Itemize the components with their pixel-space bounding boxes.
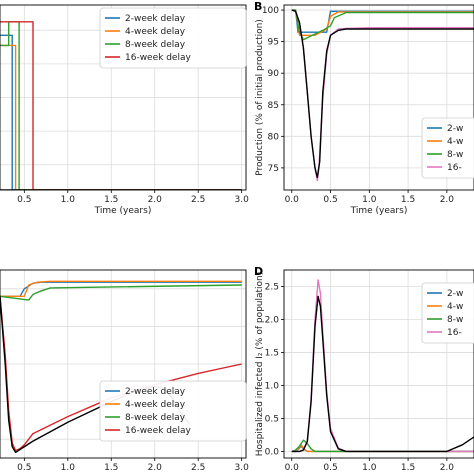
x-tick-label-c-5: 3.0 [234, 463, 249, 473]
legend-label-d-3: 16- [447, 328, 462, 338]
legend-label-c-1: 4-week delay [125, 400, 186, 410]
legend-label-c-0: 2-week delay [125, 387, 186, 397]
legend-c: 2-week delay 4-week delay 8-week delay 16-w… [99, 380, 247, 442]
panel-letter-b: B [254, 0, 262, 13]
panel-letter-d: D [254, 265, 263, 278]
series-group-d [291, 279, 474, 453]
x-tick-label-a-0: 0.5 [17, 195, 31, 205]
legend-label-b-2: 8-w [447, 150, 463, 160]
x-tick-label-b-4: 2.0 [440, 195, 455, 205]
legend-label-a-0: 2-week delay [125, 14, 186, 24]
legend-label-a-3: 16-week delay [125, 53, 191, 63]
axes-frame-d [283, 269, 474, 459]
x-tick-label-d-0: 0.0 [285, 463, 300, 473]
x-tick-label-b-2: 1.0 [362, 195, 377, 205]
x-tick-label-c-3: 2.0 [148, 463, 163, 473]
y-tick-label-b-5: 100 [262, 6, 279, 16]
y-tick-label-d-3: 1.5 [265, 348, 279, 358]
x-tick-label-d-1: 0.5 [323, 463, 337, 473]
x-tick-label-b-3: 1.5 [401, 195, 415, 205]
x-tick-label-c-4: 2.5 [191, 463, 205, 473]
x-tick-label-a-4: 2.5 [191, 195, 205, 205]
series-group-b [291, 9, 474, 182]
series-line-d-2 [291, 439, 474, 453]
y-axis-label-d: Hospitalized infected I₂ (% of populatio… [255, 272, 265, 457]
legend-box-b [421, 117, 474, 179]
legend-label-d-2: 8-w [447, 315, 463, 325]
y-tick-label-b-0: 75 [268, 164, 279, 174]
x-tick-label-d-3: 1.5 [401, 463, 415, 473]
x-tick-label-c-0: 0.5 [17, 463, 31, 473]
legend-label-b-0: 2-w [447, 124, 463, 134]
legend-b: 2-w 4-w 8-w 16- [421, 117, 474, 179]
y-tick-label-b-1: 80 [268, 132, 280, 142]
series-line-b-2 [291, 9, 474, 41]
legend-label-d-1: 4-w [447, 302, 463, 312]
y-tick-label-d-1: 0.5 [265, 414, 279, 424]
x-axis-label-a: Time (years) [94, 206, 152, 216]
legend-box-c [99, 380, 247, 442]
legend-label-c-3: 16-week delay [125, 426, 191, 436]
x-tick-label-a-3: 2.0 [148, 195, 163, 205]
x-tick-label-d-2: 1.0 [362, 463, 377, 473]
legend-label-a-1: 4-week delay [125, 27, 186, 37]
y-tick-label-b-4: 95 [268, 38, 279, 48]
x-tick-label-b-0: 0.0 [285, 195, 300, 205]
x-tick-label-c-2: 1.5 [104, 463, 118, 473]
series-line-c-2 [0, 284, 242, 301]
y-tick-label-d-0: 0.0 [265, 447, 280, 457]
series-line-d-4 [291, 295, 474, 453]
y-tick-label-b-2: 85 [268, 101, 279, 111]
panel-b: 0.0 0.5 1.0 1.5 2.0 75 80 85 90 95 100 Time (years)… [254, 0, 474, 216]
x-tick-label-d-4: 2.0 [440, 463, 455, 473]
series-line-c-1 [0, 280, 242, 297]
x-tick-label-a-2: 1.5 [104, 195, 118, 205]
y-tick-label-d-4: 2.0 [265, 315, 280, 325]
series-line-a-0 [0, 34, 242, 190]
panel-a: 0.5 1.0 1.5 2.0 2.5 3.0 Time (years) 2-week del… [0, 4, 249, 216]
axes-frame-c [0, 269, 247, 459]
legend-box-a [99, 7, 247, 69]
series-line-c-0 [0, 281, 242, 297]
y-tick-label-d-2: 1.0 [265, 381, 280, 391]
legend-label-b-1: 4-w [447, 137, 463, 147]
x-tick-label-b-1: 0.5 [323, 195, 337, 205]
legend-label-a-2: 8-week delay [125, 40, 186, 50]
legend-label-c-2: 8-week delay [125, 413, 186, 423]
legend-d: 2-w 4-w 8-w 16- [421, 282, 474, 344]
x-axis-label-b: Time (years) [350, 206, 408, 216]
y-tick-label-d-5: 2.5 [265, 282, 279, 292]
legend-a: 2-week delay 4-week delay 8-week delay 16-w… [99, 7, 247, 69]
y-tick-label-b-3: 90 [268, 69, 280, 79]
axes-frame-a [0, 4, 247, 191]
x-tick-label-a-5: 3.0 [234, 195, 249, 205]
legend-label-d-0: 2-w [447, 289, 463, 299]
y-axis-label-b: Production (% of initial production) [255, 19, 265, 176]
x-tick-label-c-1: 1.0 [61, 463, 76, 473]
axes-frame-b [283, 4, 474, 191]
legend-box-d [421, 282, 474, 344]
series-line-b-4 [291, 9, 474, 179]
panel-d: 0.00.51.01.52.00.00.51.01.52.02.5Time (y… [254, 265, 474, 473]
x-tick-label-a-1: 1.0 [61, 195, 76, 205]
series-line-a-3 [0, 21, 242, 190]
legend-label-b-3: 16- [447, 163, 462, 173]
series-group-a [0, 21, 242, 190]
